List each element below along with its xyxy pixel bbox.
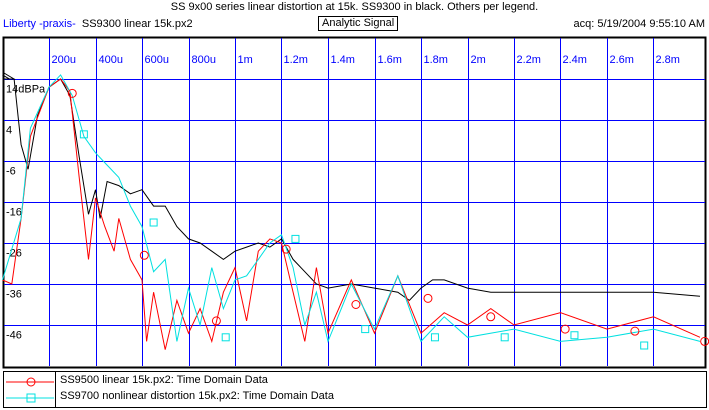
file-name: SS9300 linear 15k.px2: [81, 18, 193, 30]
circle-marker: [486, 312, 496, 322]
x-tick-label: 2.8m: [656, 54, 680, 66]
circle-marker: [67, 88, 77, 98]
square-marker: [291, 234, 300, 243]
circle-marker: [351, 300, 361, 309]
x-tick-label: 2.6m: [610, 54, 634, 66]
chart-title: SS 9x00 series linear distortion at 15k.…: [170, 1, 539, 13]
brand-label: Liberty -praxis-: [3, 18, 76, 30]
plot-area: 200u 400u 600u 800u 1m 1.2m 1.4m 1.6m 1.8m 2m 2.2m…: [2, 36, 709, 369]
x-tick-label: 600u: [145, 54, 169, 66]
circle-marker: [139, 250, 149, 260]
y-tick-label: -6: [6, 166, 16, 178]
x-tick-label: 400u: [99, 54, 123, 66]
legend: SS9500 linear 15k.px2: Time Domain Data …: [3, 371, 707, 408]
legend-item-ss9500: SS9500 linear 15k.px2: Time Domain Data: [60, 374, 268, 386]
x-tick-label: 2.4m: [563, 54, 587, 66]
y-tick-label: 4: [6, 125, 12, 137]
y-tick-label: -16: [6, 207, 22, 219]
legend-swatches: [4, 372, 56, 407]
x-tick-label: 800u: [192, 54, 216, 66]
square-marker: [221, 333, 230, 342]
square-marker: [640, 341, 649, 350]
circle-marker: [423, 293, 433, 303]
y-tick-label: -46: [6, 330, 22, 342]
square-marker: [79, 130, 88, 139]
y-tick-label: 14dBPa: [6, 84, 46, 96]
series-line-2: [2, 74, 701, 344]
square-marker: [430, 333, 439, 342]
legend-item-ss9700: SS9700 nonlinear distortion 15k.px2: Tim…: [60, 390, 334, 402]
x-tick-label: 2m: [471, 54, 486, 66]
legend-circle-marker-icon: [26, 377, 36, 387]
square-marker: [149, 218, 158, 227]
x-tick-label: 200u: [52, 54, 76, 66]
source-line: Liberty -praxis- SS9300 linear 15k.px2: [3, 18, 193, 30]
circle-marker: [630, 326, 640, 336]
acquisition-time: acq: 5/19/2004 9:55:10 AM: [573, 18, 706, 30]
series-line-0: [2, 74, 701, 302]
y-tick-label: -26: [6, 248, 22, 260]
x-tick-label: 1.6m: [378, 54, 402, 66]
circle-marker: [560, 324, 570, 334]
y-tick-label: -36: [6, 289, 22, 301]
x-tick-label: 2.2m: [517, 54, 541, 66]
circle-marker: [211, 316, 221, 326]
square-marker: [500, 333, 509, 342]
circle-marker: [281, 244, 291, 254]
square-marker: [361, 325, 370, 334]
legend-square-marker-icon: [26, 393, 36, 403]
x-tick-label: 1.4m: [331, 54, 355, 66]
square-marker: [570, 331, 579, 340]
x-tick-label: 1.2m: [284, 54, 308, 66]
x-tick-label: 1m: [238, 54, 253, 66]
analytic-signal-button[interactable]: Analytic Signal: [318, 16, 399, 31]
x-tick-label: 1.8m: [424, 54, 448, 66]
